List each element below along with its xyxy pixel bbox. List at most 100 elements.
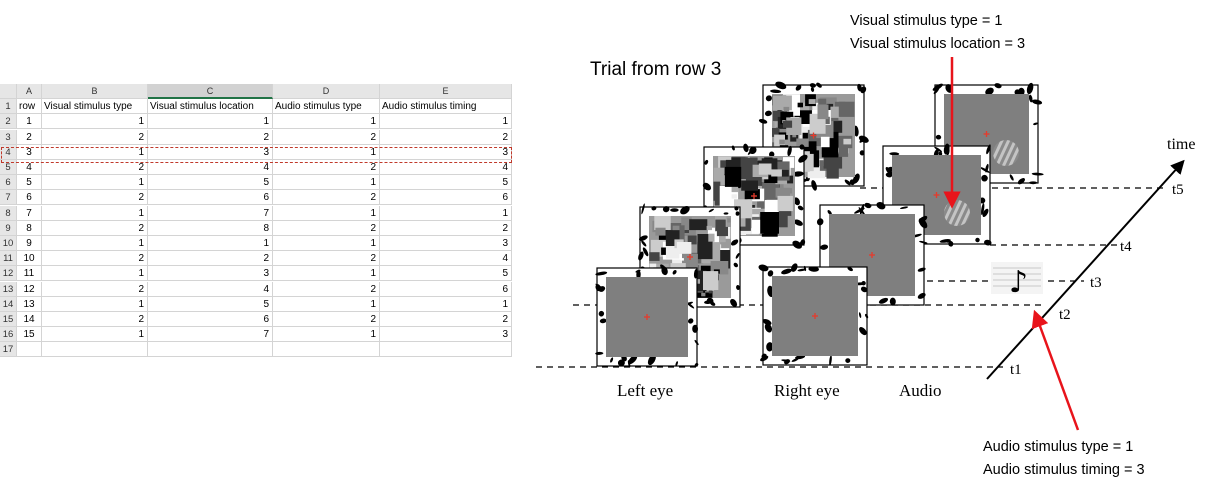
row-number[interactable]: 13: [0, 282, 17, 297]
data-cell[interactable]: 1: [273, 236, 380, 251]
data-cell[interactable]: 2: [273, 312, 380, 327]
data-cell[interactable]: 7: [148, 327, 273, 342]
data-cell[interactable]: 1: [380, 114, 512, 129]
data-cell[interactable]: 13: [17, 297, 42, 312]
column-header-a[interactable]: A: [17, 84, 42, 99]
data-cell[interactable]: 2: [148, 130, 273, 145]
data-cell[interactable]: 1: [273, 206, 380, 221]
data-cell[interactable]: 3: [380, 236, 512, 251]
data-cell[interactable]: 3: [148, 145, 273, 160]
data-cell[interactable]: 3: [148, 266, 273, 281]
data-cell[interactable]: 4: [148, 282, 273, 297]
data-cell[interactable]: 7: [17, 206, 42, 221]
data-cell[interactable]: 2: [17, 130, 42, 145]
data-cell[interactable]: 5: [148, 175, 273, 190]
data-cell[interactable]: 4: [380, 251, 512, 266]
data-cell[interactable]: 4: [148, 160, 273, 175]
row-number[interactable]: 3: [0, 130, 17, 145]
header-cell[interactable]: Visual stimulus location: [148, 99, 273, 114]
data-cell[interactable]: [17, 342, 42, 357]
header-cell[interactable]: row: [17, 99, 42, 114]
data-cell[interactable]: 1: [42, 145, 148, 160]
data-cell[interactable]: 1: [273, 145, 380, 160]
column-header-c[interactable]: C: [148, 84, 273, 99]
row-number[interactable]: 10: [0, 236, 17, 251]
data-cell[interactable]: 14: [17, 312, 42, 327]
row-number[interactable]: 16: [0, 327, 17, 342]
data-cell[interactable]: 4: [380, 160, 512, 175]
row-number[interactable]: 8: [0, 206, 17, 221]
data-cell[interactable]: 9: [17, 236, 42, 251]
data-cell[interactable]: 2: [42, 130, 148, 145]
data-cell[interactable]: 2: [273, 160, 380, 175]
data-cell[interactable]: 1: [273, 266, 380, 281]
data-cell[interactable]: [380, 342, 512, 357]
row-number[interactable]: 1: [0, 99, 17, 114]
data-cell[interactable]: 1: [148, 114, 273, 129]
data-cell[interactable]: 1: [42, 266, 148, 281]
data-cell[interactable]: 1: [380, 297, 512, 312]
row-number[interactable]: 6: [0, 175, 17, 190]
column-header-b[interactable]: B: [42, 84, 148, 99]
data-cell[interactable]: 2: [273, 221, 380, 236]
data-cell[interactable]: 7: [148, 206, 273, 221]
data-cell[interactable]: 2: [42, 251, 148, 266]
data-cell[interactable]: 6: [148, 190, 273, 205]
data-cell[interactable]: 6: [380, 190, 512, 205]
data-cell[interactable]: 1: [273, 114, 380, 129]
data-cell[interactable]: 2: [380, 221, 512, 236]
data-cell[interactable]: 6: [380, 282, 512, 297]
row-number[interactable]: 9: [0, 221, 17, 236]
data-cell[interactable]: 2: [42, 190, 148, 205]
data-cell[interactable]: 8: [17, 221, 42, 236]
select-all-corner[interactable]: [0, 84, 17, 99]
data-cell[interactable]: 2: [148, 251, 273, 266]
row-number[interactable]: 12: [0, 266, 17, 281]
row-number[interactable]: 15: [0, 312, 17, 327]
data-cell[interactable]: 2: [273, 130, 380, 145]
header-cell[interactable]: Audio stimulus timing: [380, 99, 512, 114]
row-number[interactable]: 11: [0, 251, 17, 266]
data-cell[interactable]: 1: [42, 236, 148, 251]
data-cell[interactable]: 1: [42, 297, 148, 312]
data-cell[interactable]: 1: [42, 206, 148, 221]
data-cell[interactable]: 1: [17, 114, 42, 129]
row-number[interactable]: 7: [0, 190, 17, 205]
data-cell[interactable]: 6: [17, 190, 42, 205]
data-cell[interactable]: 1: [42, 175, 148, 190]
data-cell[interactable]: 1: [273, 297, 380, 312]
data-cell[interactable]: 12: [17, 282, 42, 297]
data-cell[interactable]: 2: [42, 312, 148, 327]
data-cell[interactable]: 11: [17, 266, 42, 281]
data-cell[interactable]: 2: [380, 130, 512, 145]
data-cell[interactable]: 2: [273, 190, 380, 205]
data-cell[interactable]: 5: [148, 297, 273, 312]
row-number[interactable]: 17: [0, 342, 17, 357]
data-cell[interactable]: 1: [148, 236, 273, 251]
row-number[interactable]: 5: [0, 160, 17, 175]
data-cell[interactable]: 1: [42, 327, 148, 342]
data-cell[interactable]: 5: [380, 266, 512, 281]
data-cell[interactable]: 2: [42, 160, 148, 175]
data-cell[interactable]: 1: [380, 206, 512, 221]
header-cell[interactable]: Visual stimulus type: [42, 99, 148, 114]
data-cell[interactable]: 15: [17, 327, 42, 342]
data-cell[interactable]: [148, 342, 273, 357]
data-cell[interactable]: 1: [273, 175, 380, 190]
data-cell[interactable]: 3: [380, 327, 512, 342]
data-cell[interactable]: 1: [42, 114, 148, 129]
data-cell[interactable]: 5: [17, 175, 42, 190]
data-cell[interactable]: 5: [380, 175, 512, 190]
data-cell[interactable]: 2: [42, 221, 148, 236]
header-cell[interactable]: Audio stimulus type: [273, 99, 380, 114]
data-cell[interactable]: 6: [148, 312, 273, 327]
column-header-e[interactable]: E: [380, 84, 512, 99]
data-cell[interactable]: 1: [273, 327, 380, 342]
data-cell[interactable]: 2: [42, 282, 148, 297]
column-header-d[interactable]: D: [273, 84, 380, 99]
data-cell[interactable]: [42, 342, 148, 357]
data-cell[interactable]: 2: [380, 312, 512, 327]
data-cell[interactable]: 8: [148, 221, 273, 236]
data-cell[interactable]: 2: [273, 282, 380, 297]
data-cell[interactable]: 2: [273, 251, 380, 266]
